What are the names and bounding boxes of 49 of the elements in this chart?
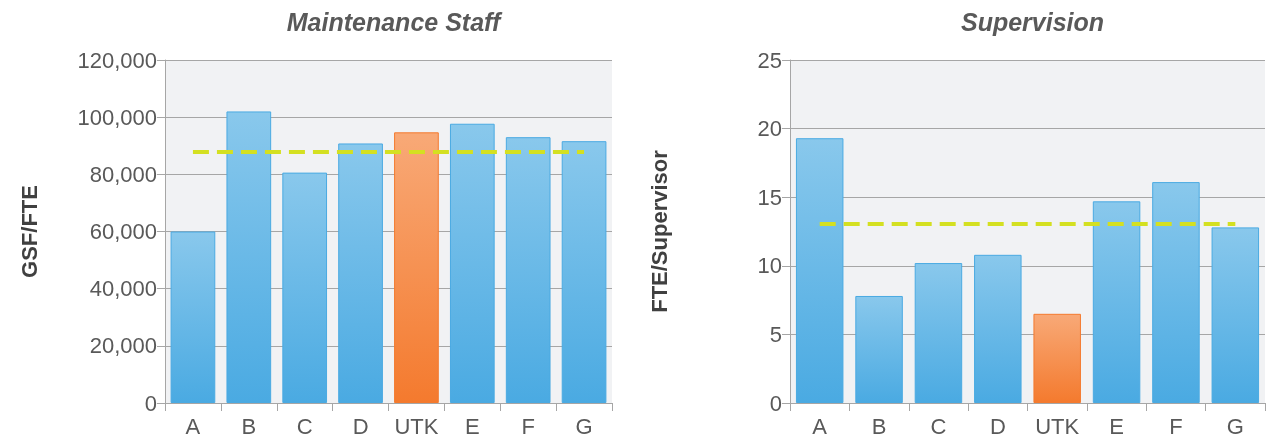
x-tick-label: G bbox=[1226, 413, 1244, 439]
x-tick-label: D bbox=[352, 413, 369, 439]
x-tick-label: A bbox=[185, 413, 201, 439]
bar bbox=[1033, 313, 1081, 403]
y-tick-label: 20 bbox=[757, 116, 782, 142]
bar bbox=[505, 137, 551, 403]
bar bbox=[282, 172, 328, 403]
y-tick-label: 5 bbox=[769, 321, 782, 347]
bar bbox=[170, 231, 216, 403]
x-tick-label: E bbox=[1109, 413, 1124, 439]
y-tick-label: 25 bbox=[757, 47, 782, 73]
bar bbox=[914, 263, 963, 403]
bar bbox=[338, 143, 383, 403]
x-tick-label: C bbox=[930, 413, 947, 439]
y-tick-label: 60,000 bbox=[89, 219, 157, 244]
bar bbox=[855, 295, 903, 403]
x-tick-label: F bbox=[521, 413, 535, 439]
x-tick-label: G bbox=[575, 413, 593, 439]
y-axis-title: FTE/Supervisor bbox=[646, 149, 672, 313]
bar bbox=[1152, 182, 1200, 403]
y-axis-title: GSF/FTE bbox=[16, 185, 42, 278]
x-tick-label: D bbox=[989, 413, 1006, 439]
chart-title: Maintenance Staff bbox=[286, 7, 503, 36]
y-tick-label: 20,000 bbox=[89, 333, 157, 359]
bar bbox=[226, 111, 272, 403]
chart-title: Supervision bbox=[960, 7, 1105, 36]
x-tick-label: UTK bbox=[394, 413, 439, 439]
bar bbox=[561, 141, 607, 403]
y-tick-label: 80,000 bbox=[89, 161, 157, 187]
y-tick-label: 0 bbox=[144, 390, 157, 416]
y-tick-label: 10 bbox=[757, 253, 782, 279]
x-tick-label: C bbox=[296, 413, 313, 439]
y-tick-label: 0 bbox=[769, 390, 782, 416]
x-tick-label: B bbox=[871, 413, 887, 439]
bar bbox=[974, 254, 1022, 403]
y-tick-label: 40,000 bbox=[89, 276, 157, 302]
bar bbox=[1211, 227, 1260, 403]
y-tick-label: 100,000 bbox=[77, 104, 157, 130]
x-tick-label: F bbox=[1169, 413, 1183, 439]
bar bbox=[1092, 201, 1141, 403]
x-tick-label: E bbox=[464, 413, 480, 439]
x-tick-label: B bbox=[241, 413, 257, 439]
bar bbox=[449, 123, 495, 403]
bar bbox=[795, 138, 844, 403]
x-tick-label: A bbox=[812, 413, 828, 439]
x-tick-label: UTK bbox=[1035, 413, 1080, 439]
bar bbox=[394, 132, 439, 403]
y-tick-label: 15 bbox=[757, 184, 782, 210]
y-tick-label: 120,000 bbox=[77, 47, 157, 73]
